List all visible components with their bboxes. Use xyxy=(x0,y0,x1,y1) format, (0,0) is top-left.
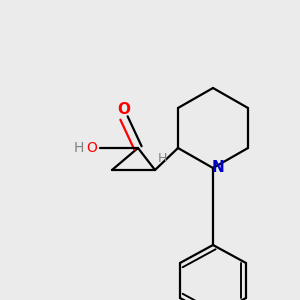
Text: H: H xyxy=(74,141,84,155)
Text: O: O xyxy=(118,103,130,118)
Text: N: N xyxy=(212,160,224,175)
Text: H: H xyxy=(157,152,167,164)
Text: O: O xyxy=(86,141,97,155)
